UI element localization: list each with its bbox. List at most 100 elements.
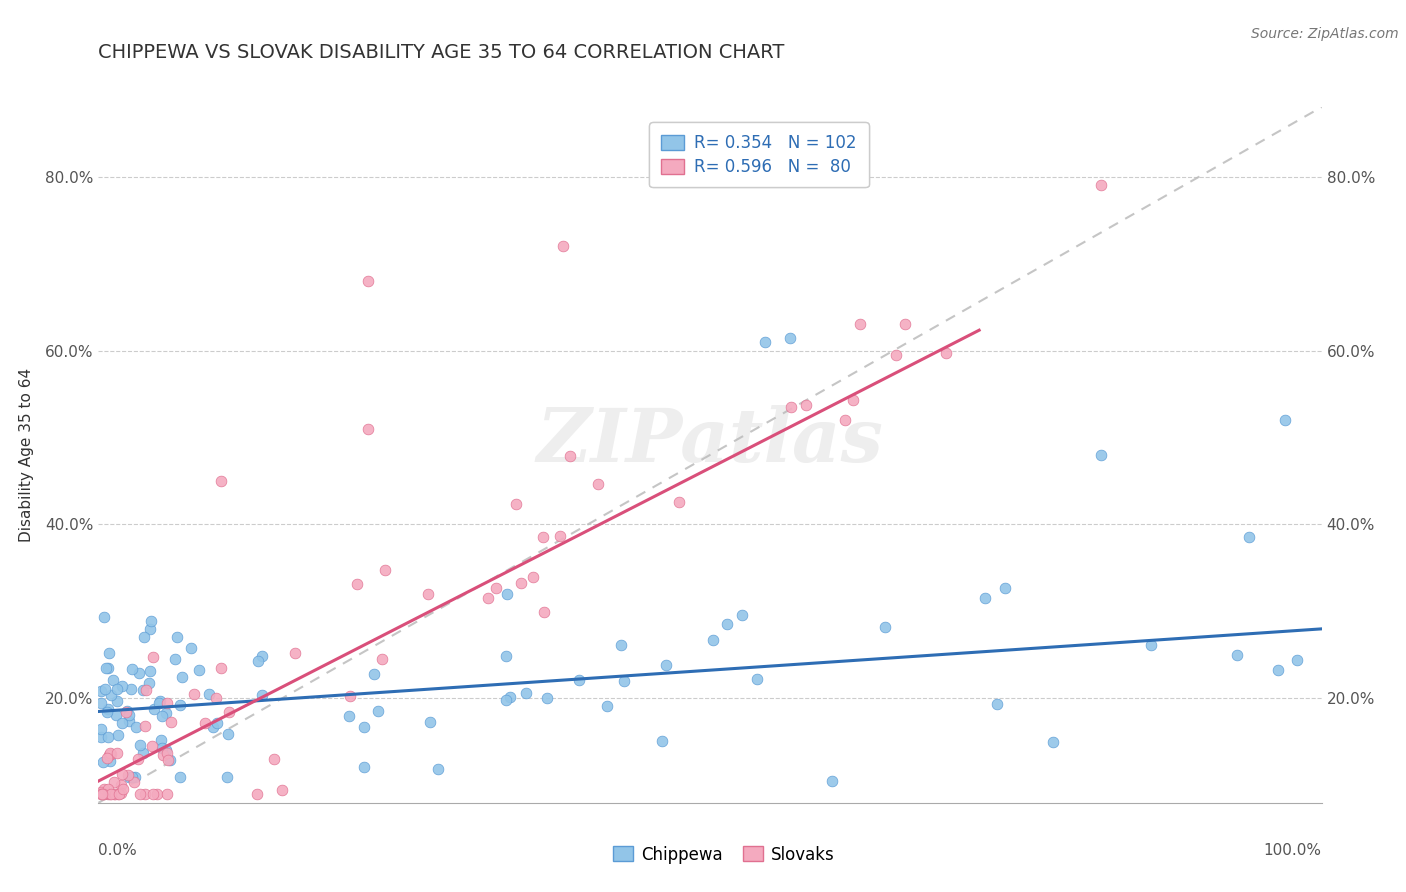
Point — [842, 392, 865, 407]
Point — [110, 786, 132, 800]
Y-axis label: Disability Age 35 to 64: Disability Age 35 to 64 — [18, 368, 34, 542]
Point — [873, 620, 896, 634]
Point — [568, 673, 591, 687]
Point — [353, 759, 375, 773]
Point — [101, 673, 124, 687]
Point — [849, 317, 872, 331]
Point — [93, 782, 115, 797]
Point — [97, 646, 120, 660]
Point — [105, 693, 128, 707]
Point — [90, 787, 112, 801]
Point — [754, 334, 776, 349]
Point — [558, 449, 581, 463]
Point — [156, 746, 179, 760]
Point — [115, 704, 138, 718]
Point — [613, 673, 636, 688]
Point — [170, 670, 193, 684]
Point — [93, 609, 115, 624]
Point — [98, 754, 121, 768]
Point — [886, 348, 908, 362]
Text: ZIPatlas: ZIPatlas — [537, 405, 883, 477]
Point — [134, 719, 156, 733]
Point — [100, 787, 122, 801]
Point — [371, 651, 394, 665]
Point — [105, 746, 128, 760]
Point — [90, 787, 112, 801]
Point — [121, 662, 143, 676]
Point — [496, 587, 519, 601]
Point — [166, 631, 188, 645]
Point — [142, 649, 165, 664]
Point — [209, 474, 232, 488]
Point — [97, 730, 120, 744]
Point — [821, 774, 844, 789]
Point — [169, 770, 191, 784]
Point — [1267, 663, 1289, 677]
Point — [596, 698, 619, 713]
Point — [122, 775, 145, 789]
Point — [586, 477, 609, 491]
Text: CHIPPEWA VS SLOVAK DISABILITY AGE 35 TO 64 CORRELATION CHART: CHIPPEWA VS SLOVAK DISABILITY AGE 35 TO … — [98, 44, 785, 62]
Point — [250, 649, 273, 664]
Point — [522, 569, 544, 583]
Point — [107, 728, 129, 742]
Point — [111, 716, 134, 731]
Point — [91, 787, 114, 801]
Point — [553, 239, 575, 253]
Point — [97, 661, 120, 675]
Point — [118, 770, 141, 784]
Point — [610, 638, 633, 652]
Point — [346, 577, 368, 591]
Point — [209, 661, 232, 675]
Point — [97, 701, 120, 715]
Point — [141, 739, 163, 753]
Point — [270, 782, 294, 797]
Point — [1274, 413, 1296, 427]
Point — [834, 413, 856, 427]
Point — [246, 787, 269, 801]
Point — [702, 633, 724, 648]
Point — [356, 274, 378, 288]
Point — [97, 787, 120, 801]
Point — [132, 682, 155, 697]
Point — [96, 751, 118, 765]
Point — [974, 591, 997, 606]
Point — [263, 752, 285, 766]
Point — [935, 345, 957, 359]
Point — [531, 530, 554, 544]
Legend: R= 0.354   N = 102, R= 0.596   N =  80: R= 0.354 N = 102, R= 0.596 N = 80 — [650, 122, 869, 187]
Point — [90, 730, 112, 744]
Point — [107, 787, 129, 801]
Point — [139, 614, 162, 628]
Point — [97, 782, 120, 797]
Point — [111, 782, 134, 797]
Point — [100, 747, 122, 761]
Point — [427, 762, 450, 776]
Point — [188, 663, 211, 677]
Point — [90, 696, 112, 710]
Point — [98, 787, 121, 801]
Point — [510, 576, 533, 591]
Point — [117, 708, 139, 723]
Point — [536, 691, 558, 706]
Point — [363, 667, 385, 681]
Point — [668, 495, 690, 509]
Point — [150, 732, 173, 747]
Point — [716, 616, 738, 631]
Point — [128, 666, 150, 681]
Point — [353, 720, 375, 734]
Point — [246, 654, 269, 668]
Point — [367, 704, 389, 718]
Point — [142, 702, 165, 716]
Point — [495, 693, 517, 707]
Point — [1090, 178, 1112, 193]
Text: 100.0%: 100.0% — [1264, 843, 1322, 858]
Point — [505, 497, 527, 511]
Point — [157, 753, 180, 767]
Point — [183, 687, 205, 701]
Point — [135, 683, 157, 698]
Point — [217, 727, 239, 741]
Point — [105, 681, 128, 696]
Point — [1239, 530, 1261, 544]
Text: 0.0%: 0.0% — [98, 843, 138, 858]
